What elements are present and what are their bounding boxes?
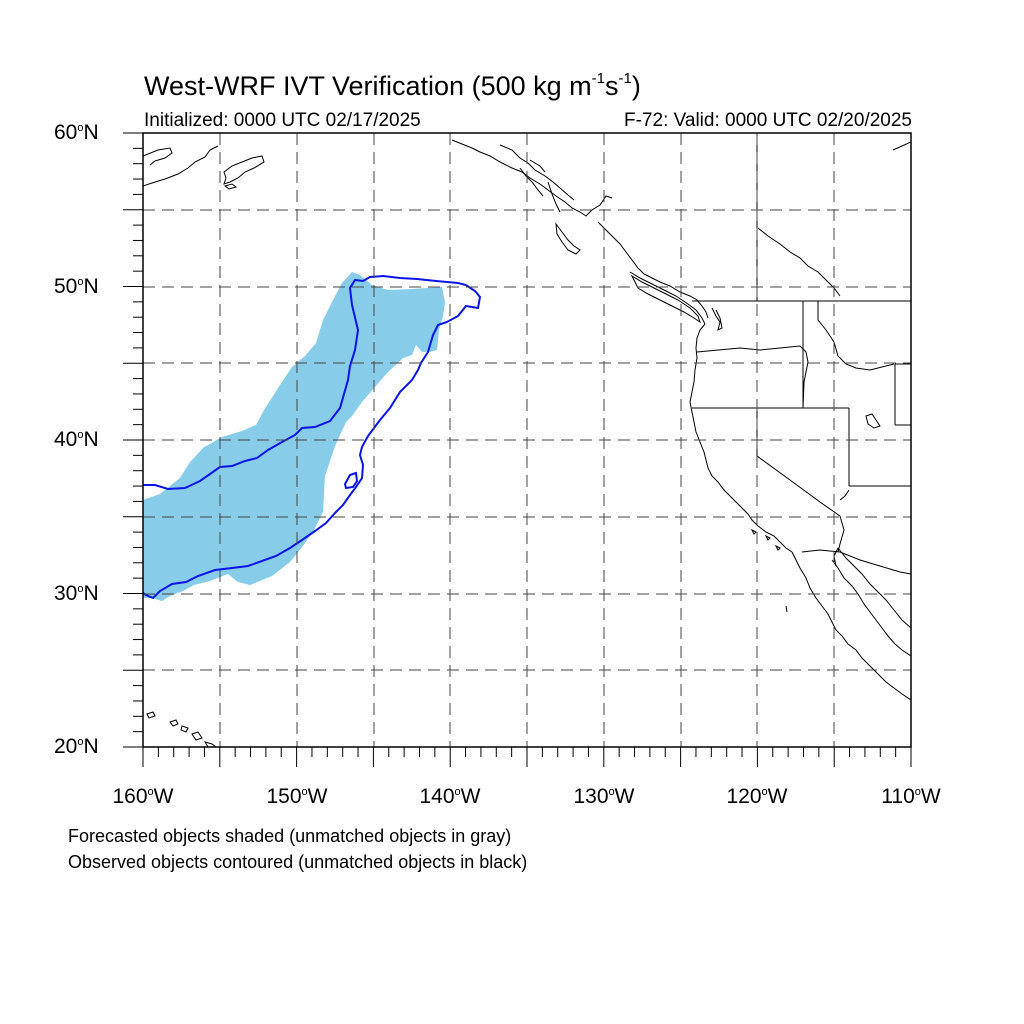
chart-title: West-WRF IVT Verification (500 kg m-1s-1… bbox=[144, 70, 641, 101]
y-tick-label-60n: 60oN bbox=[54, 121, 99, 144]
valid-time-label: F-72: Valid: 0000 UTC 02/20/2025 bbox=[624, 110, 912, 131]
observed-ivt-contour-small bbox=[343, 471, 359, 490]
state-boundaries bbox=[692, 133, 911, 575]
x-tick-label-140w: 140oW bbox=[419, 785, 481, 808]
y-tick-label-50n: 50oN bbox=[54, 275, 99, 298]
x-tick-label-160w: 160oW bbox=[112, 785, 174, 808]
observed-ivt-contour bbox=[143, 274, 482, 600]
x-tick-label-120w: 120oW bbox=[726, 785, 788, 808]
init-time-label: Initialized: 0000 UTC 02/17/2025 bbox=[144, 110, 421, 131]
y-tick-label-20n: 20oN bbox=[54, 735, 99, 758]
grid-lines bbox=[143, 133, 911, 747]
y-tick-label-30n: 30oN bbox=[54, 582, 99, 605]
coastlines bbox=[143, 139, 911, 747]
x-tick-label-150w: 150oW bbox=[266, 785, 328, 808]
x-tick-label-110w: 110oW bbox=[881, 785, 941, 808]
observed-legend-note: Observed objects contoured (unmatched ob… bbox=[68, 852, 528, 872]
forecast-legend-note: Forecasted objects shaded (unmatched obj… bbox=[68, 826, 512, 846]
x-tick-label-130w: 130oW bbox=[573, 785, 635, 808]
axis-ticks bbox=[123, 132, 912, 767]
y-tick-label-40n: 40oN bbox=[54, 428, 99, 451]
